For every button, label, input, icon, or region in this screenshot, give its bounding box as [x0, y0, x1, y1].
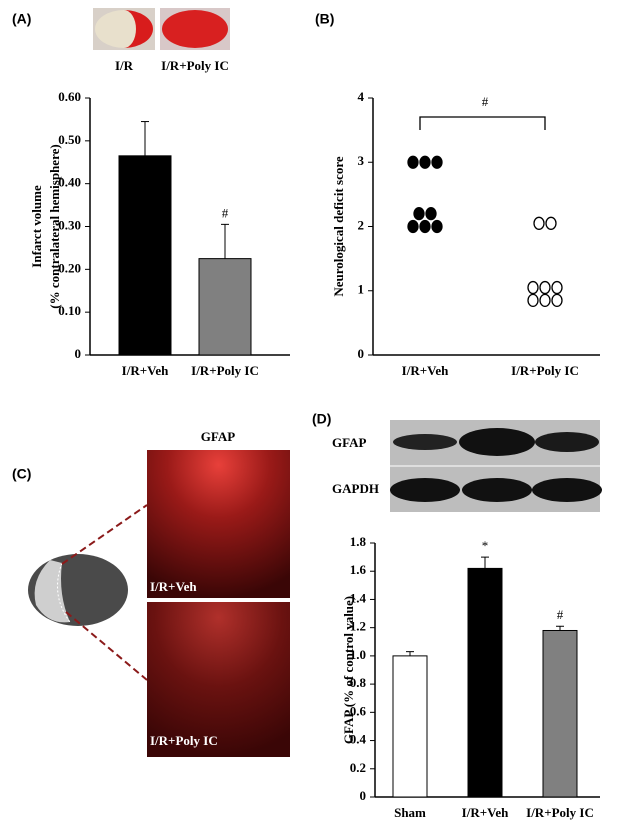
point: [533, 216, 545, 230]
bracket: [419, 116, 546, 130]
x-tick-label: I/R+Veh: [402, 363, 449, 378]
panel-label: (C): [12, 466, 31, 482]
point: [431, 155, 443, 169]
y-tick-label: 1.4: [350, 590, 367, 605]
y-axis-label: (% contralateral hemisphere): [47, 144, 62, 308]
point: [413, 206, 425, 221]
point: [425, 206, 437, 221]
panel-label: (B): [315, 11, 334, 27]
y-tick-label: 0: [75, 346, 82, 361]
brain-images: [93, 8, 230, 50]
y-tick-label: 0.2: [350, 760, 366, 775]
x-tick-label: I/R+Poly IC: [511, 363, 579, 378]
bar: [542, 629, 578, 798]
y-tick-label: 0: [360, 788, 367, 803]
y-tick-label: 0.30: [58, 217, 81, 232]
y-tick-label: 2: [358, 217, 365, 232]
x-tick-label: I/R+Veh: [462, 805, 509, 820]
x-tick-label: Sham: [394, 805, 426, 820]
point: [419, 219, 431, 234]
y-tick-label: 3: [358, 153, 365, 168]
y-axis-label: Infarct volume: [29, 185, 44, 268]
bar-annotation: *: [482, 538, 489, 553]
y-tick-label: 1.0: [350, 647, 366, 662]
y-tick-label: 0.10: [58, 303, 81, 318]
point: [545, 216, 557, 230]
panel-c-images: [28, 450, 290, 757]
y-tick-label: 1: [358, 282, 365, 297]
y-tick-label: 0.6: [350, 703, 367, 718]
western-blot: [390, 420, 602, 512]
bar: [467, 567, 503, 798]
bar: [198, 258, 252, 356]
y-tick-label: 1.6: [350, 562, 367, 577]
bracket-annotation: #: [482, 94, 489, 109]
y-axis-label: GFAP (% of control value): [341, 596, 356, 744]
point: [431, 219, 443, 234]
y-tick-label: 1.8: [350, 534, 367, 549]
x-tick-label: I/R+Poly IC: [191, 363, 259, 378]
point: [527, 293, 539, 308]
image-title: GFAP: [201, 429, 235, 444]
point: [539, 293, 551, 308]
y-tick-label: 0.20: [58, 260, 81, 275]
point: [407, 155, 419, 169]
image-label: I/R+Poly IC: [161, 58, 229, 73]
panel-label: (A): [12, 11, 31, 27]
image-label: I/R+Poly IC: [150, 733, 218, 748]
y-tick-label: 0.8: [350, 675, 367, 690]
point: [419, 155, 431, 169]
bar: [392, 655, 428, 798]
image-label: I/R: [115, 58, 134, 73]
point: [539, 280, 551, 295]
point: [551, 293, 563, 308]
panel-label: (D): [312, 411, 331, 427]
bar-annotation: #: [222, 205, 229, 220]
point: [551, 280, 563, 295]
y-tick-label: 0.40: [58, 175, 81, 190]
y-axis-label: Neurological deficit score: [331, 156, 346, 297]
y-tick-label: 0: [358, 346, 365, 361]
y-tick-label: 1.2: [350, 619, 366, 634]
y-tick-label: 4: [358, 89, 365, 104]
y-tick-label: 0.50: [58, 132, 81, 147]
x-tick-label: I/R+Poly IC: [526, 805, 594, 820]
image-label: I/R+Veh: [150, 579, 197, 594]
y-tick-label: 0.60: [58, 89, 81, 104]
blot-label: GFAP: [332, 435, 366, 450]
point: [407, 219, 419, 234]
bar-annotation: #: [557, 607, 564, 622]
bar: [118, 155, 172, 356]
y-tick-label: 0.4: [350, 732, 367, 747]
x-tick-label: I/R+Veh: [122, 363, 169, 378]
point: [527, 280, 539, 295]
blot-label: GAPDH: [332, 481, 379, 496]
